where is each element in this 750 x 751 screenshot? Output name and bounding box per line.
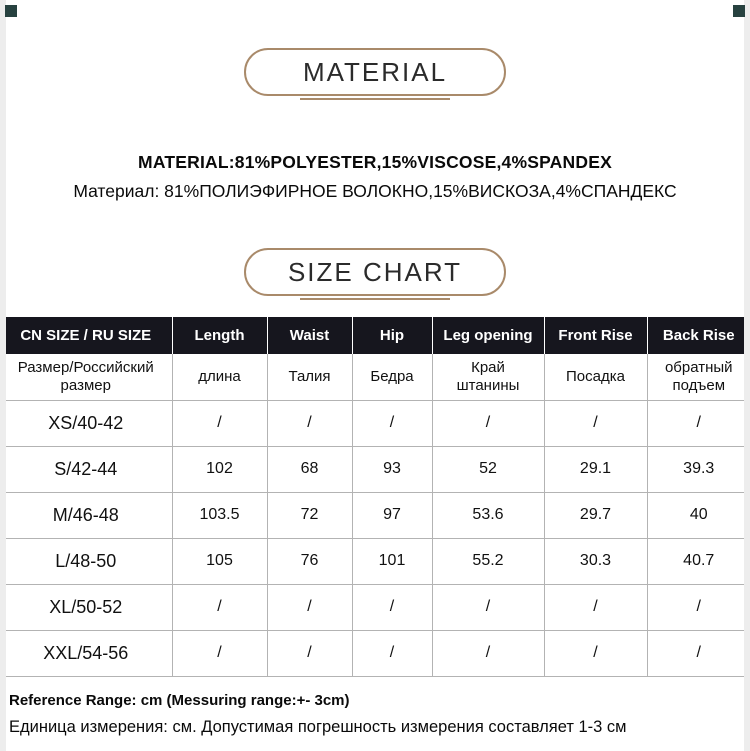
material-composition-en: MATERIAL:81%POLYESTER,15%VISCOSE,4%SPAND…	[138, 152, 612, 172]
size-chart-heading-underline	[300, 298, 450, 300]
header-cell-hip: Hip	[351, 317, 432, 354]
value-cell-waist: 68	[266, 445, 353, 493]
header-cell-leg-opening: Leg opening	[431, 317, 544, 354]
value-cell-front-rise: 30.3	[543, 537, 648, 585]
value-cell-back-rise: /	[646, 583, 750, 631]
value-cell-hip: 101	[351, 537, 433, 585]
size-cell: XL/50-52	[0, 583, 173, 631]
header-cell-size-ru: Размер/Российский размер	[0, 354, 173, 401]
top-left-corner-square	[5, 5, 17, 17]
value-cell-leg-opening: 55.2	[431, 537, 545, 585]
header-cell-back-rise: Back Rise	[646, 317, 750, 354]
value-cell-hip: 93	[351, 445, 433, 493]
value-cell-front-rise: /	[543, 399, 648, 447]
value-cell-waist: 76	[266, 537, 353, 585]
header-cell-length-ru: длина	[171, 354, 268, 401]
value-cell-hip: /	[351, 399, 433, 447]
size-chart-table: CN SIZE / RU SIZE Length Waist Hip Leg o…	[0, 317, 750, 677]
value-cell-hip: /	[351, 629, 433, 677]
reference-range-note-en: Reference Range: cm (Messuring range:+- …	[9, 691, 350, 709]
value-cell-length: 105	[171, 537, 268, 585]
footer-notes: Reference Range: cm (Messuring range:+- …	[0, 692, 750, 737]
material-heading: MATERIAL	[244, 48, 506, 100]
value-cell-leg-opening: /	[431, 583, 545, 631]
material-composition-ru: Материал: 81%ПОЛИЭФИРНОЕ ВОЛОКНО,15%ВИСК…	[73, 181, 677, 201]
material-heading-title: MATERIAL	[244, 48, 506, 96]
table-row-s: S/42-44 102 68 93 52 29.1 39.3	[0, 445, 750, 493]
value-cell-length: /	[171, 399, 268, 447]
value-cell-leg-opening: /	[431, 629, 545, 677]
value-cell-length: 102	[171, 445, 268, 493]
header-cell-waist: Waist	[266, 317, 352, 354]
value-cell-leg-opening: 52	[431, 445, 545, 493]
header-cell-length: Length	[171, 317, 267, 354]
value-cell-length: 103.5	[171, 491, 268, 539]
material-section: MATERIAL MATERIAL:81%POLYESTER,15%VISCOS…	[0, 48, 750, 202]
table-row-xs: XS/40-42 / / / / / /	[0, 399, 750, 447]
value-cell-length: /	[171, 583, 268, 631]
value-cell-back-rise: 40	[646, 491, 750, 539]
value-cell-waist: /	[266, 399, 353, 447]
size-chart-heading-title: SIZE CHART	[244, 248, 506, 296]
value-cell-back-rise: /	[646, 399, 750, 447]
value-cell-waist: 72	[266, 491, 353, 539]
right-edge-strip	[744, 0, 750, 751]
header-cell-back-rise-ru: обратный подъем	[646, 354, 750, 401]
size-cell: XXL/54-56	[0, 629, 173, 677]
value-cell-front-rise: /	[543, 583, 648, 631]
size-cell: XS/40-42	[0, 399, 173, 447]
table-row-l: L/48-50 105 76 101 55.2 30.3 40.7	[0, 537, 750, 585]
header-cell-front-rise-ru: Посадка	[543, 354, 648, 401]
value-cell-front-rise: 29.7	[543, 491, 648, 539]
value-cell-waist: /	[266, 583, 353, 631]
value-cell-back-rise: /	[646, 629, 750, 677]
size-cell: M/46-48	[0, 491, 173, 539]
table-row-xl: XL/50-52 / / / / / /	[0, 583, 750, 631]
value-cell-hip: 97	[351, 491, 433, 539]
value-cell-back-rise: 40.7	[646, 537, 750, 585]
table-header-row-en: CN SIZE / RU SIZE Length Waist Hip Leg o…	[0, 317, 750, 354]
value-cell-front-rise: /	[543, 629, 648, 677]
size-chart-heading: SIZE CHART	[244, 248, 506, 300]
material-heading-underline	[300, 98, 450, 100]
value-cell-front-rise: 29.1	[543, 445, 648, 493]
table-row-xxl: XXL/54-56 / / / / / /	[0, 629, 750, 677]
header-cell-waist-ru: Талия	[266, 354, 353, 401]
value-cell-hip: /	[351, 583, 433, 631]
value-cell-back-rise: 39.3	[646, 445, 750, 493]
table-row-m: M/46-48 103.5 72 97 53.6 29.7 40	[0, 491, 750, 539]
value-cell-length: /	[171, 629, 268, 677]
size-cell: L/48-50	[0, 537, 173, 585]
reference-range-note-ru: Единица измерения: см. Допустимая погреш…	[9, 717, 627, 736]
value-cell-waist: /	[266, 629, 353, 677]
header-cell-front-rise: Front Rise	[543, 317, 647, 354]
header-cell-leg-opening-ru: Край штанины	[431, 354, 545, 401]
top-right-corner-square	[733, 5, 745, 17]
value-cell-leg-opening: 53.6	[431, 491, 545, 539]
table-header-row-ru: Размер/Российский размер длина Талия Бед…	[0, 354, 750, 401]
size-chart-section: SIZE CHART CN SIZE / RU SIZE Length Wais…	[0, 248, 750, 677]
header-cell-size: CN SIZE / RU SIZE	[0, 317, 172, 354]
left-edge-strip	[0, 0, 6, 751]
value-cell-leg-opening: /	[431, 399, 545, 447]
header-cell-hip-ru: Бедра	[351, 354, 433, 401]
size-cell: S/42-44	[0, 445, 173, 493]
